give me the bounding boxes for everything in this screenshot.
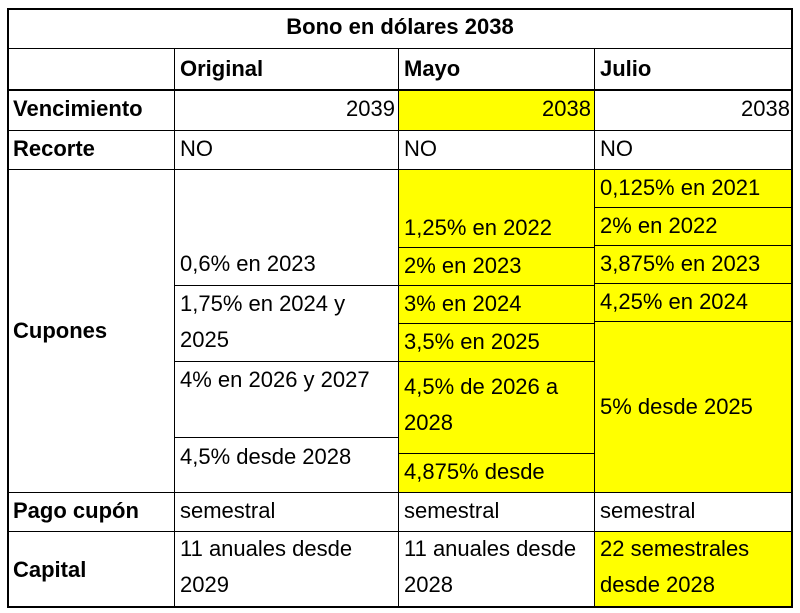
orig-sub-line-2 <box>174 361 398 362</box>
border-left <box>7 8 9 608</box>
cupon-mayo-1: 1,25% en 2022 <box>398 169 594 247</box>
cupon-original-3: 4% en 2026 y 2027 <box>180 367 370 392</box>
line-under-cupones <box>7 492 793 493</box>
row-label-pago-cupon: Pago cupón <box>13 498 139 523</box>
julio-sub-line-3 <box>594 283 793 284</box>
julio-sub-line-4 <box>594 321 793 322</box>
bond-comparison-table: Bono en dólares 2038 Original Mayo Julio… <box>7 8 793 608</box>
pago-cupon-mayo: semestral <box>404 498 500 523</box>
column-header-julio: Julio <box>600 56 652 81</box>
cupon-julio-3: 3,875% en 2023 <box>594 245 793 283</box>
row-label-vencimiento: Vencimiento <box>13 96 143 121</box>
col-line-3-header <box>594 48 595 90</box>
mayo-sub-line-4 <box>398 361 594 362</box>
capital-original: 11 anuales desde 2029 <box>180 536 353 597</box>
cupon-julio-4: 4,25% en 2024 <box>594 283 793 321</box>
col-line-2-body <box>398 90 399 608</box>
cupon-julio-5: 5% desde 2025 <box>594 321 793 492</box>
julio-sub-line-2 <box>594 245 793 246</box>
col-line-2-header <box>398 48 399 90</box>
line-under-header <box>7 89 793 91</box>
col-line-3-body <box>594 90 595 608</box>
cupon-julio-2: 2% en 2022 <box>594 207 793 245</box>
border-top <box>7 8 793 10</box>
capital-julio: 22 semestrales desde 2028 <box>594 531 793 608</box>
line-under-recorte <box>7 169 793 170</box>
pago-cupon-original: semestral <box>180 498 276 523</box>
mayo-sub-line-2 <box>398 285 594 286</box>
vencimiento-original: 2039 <box>346 96 395 121</box>
cupon-original-2: 1,75% en 2024 y 2025 <box>180 291 346 352</box>
julio-sub-line-1 <box>594 207 793 208</box>
cupon-original-1: 0,6% en 2023 <box>180 251 316 276</box>
mayo-sub-line-3 <box>398 323 594 324</box>
border-bottom <box>7 606 793 608</box>
cupon-mayo-6: 4,875% desde <box>398 453 594 492</box>
cupon-mayo-3: 3% en 2024 <box>398 285 594 323</box>
line-under-title <box>7 48 793 49</box>
recorte-original: NO <box>180 136 213 161</box>
line-under-pago <box>7 531 793 532</box>
mayo-sub-line-1 <box>398 247 594 248</box>
cupon-mayo-4: 3,5% en 2025 <box>398 323 594 361</box>
row-label-recorte: Recorte <box>13 136 95 161</box>
cupon-mayo-5: 4,5% de 2026 a 2028 <box>398 361 594 453</box>
table-title: Bono en dólares 2038 <box>286 14 514 39</box>
capital-mayo: 11 anuales desde 2028 <box>404 536 577 597</box>
recorte-mayo: NO <box>404 136 437 161</box>
line-under-vencimiento <box>7 130 793 131</box>
cupon-original-4: 4,5% desde 2028 <box>180 444 352 469</box>
orig-sub-line-3 <box>174 437 398 438</box>
pago-cupon-julio: semestral <box>600 498 696 523</box>
mayo-sub-line-5 <box>398 453 594 454</box>
column-header-mayo: Mayo <box>404 56 461 81</box>
vencimiento-mayo: 2038 <box>398 90 594 130</box>
cupon-mayo-2: 2% en 2023 <box>398 247 594 285</box>
col-line-1-header <box>174 48 175 90</box>
column-header-original: Original <box>180 56 264 81</box>
row-label-capital: Capital <box>13 556 87 582</box>
cupon-julio-1: 0,125% en 2021 <box>594 169 793 207</box>
border-right <box>791 8 793 608</box>
orig-sub-line-1 <box>174 285 398 286</box>
recorte-julio: NO <box>600 136 633 161</box>
col-line-1-body <box>174 90 175 608</box>
row-label-cupones: Cupones <box>13 317 108 343</box>
vencimiento-julio: 2038 <box>741 96 790 121</box>
